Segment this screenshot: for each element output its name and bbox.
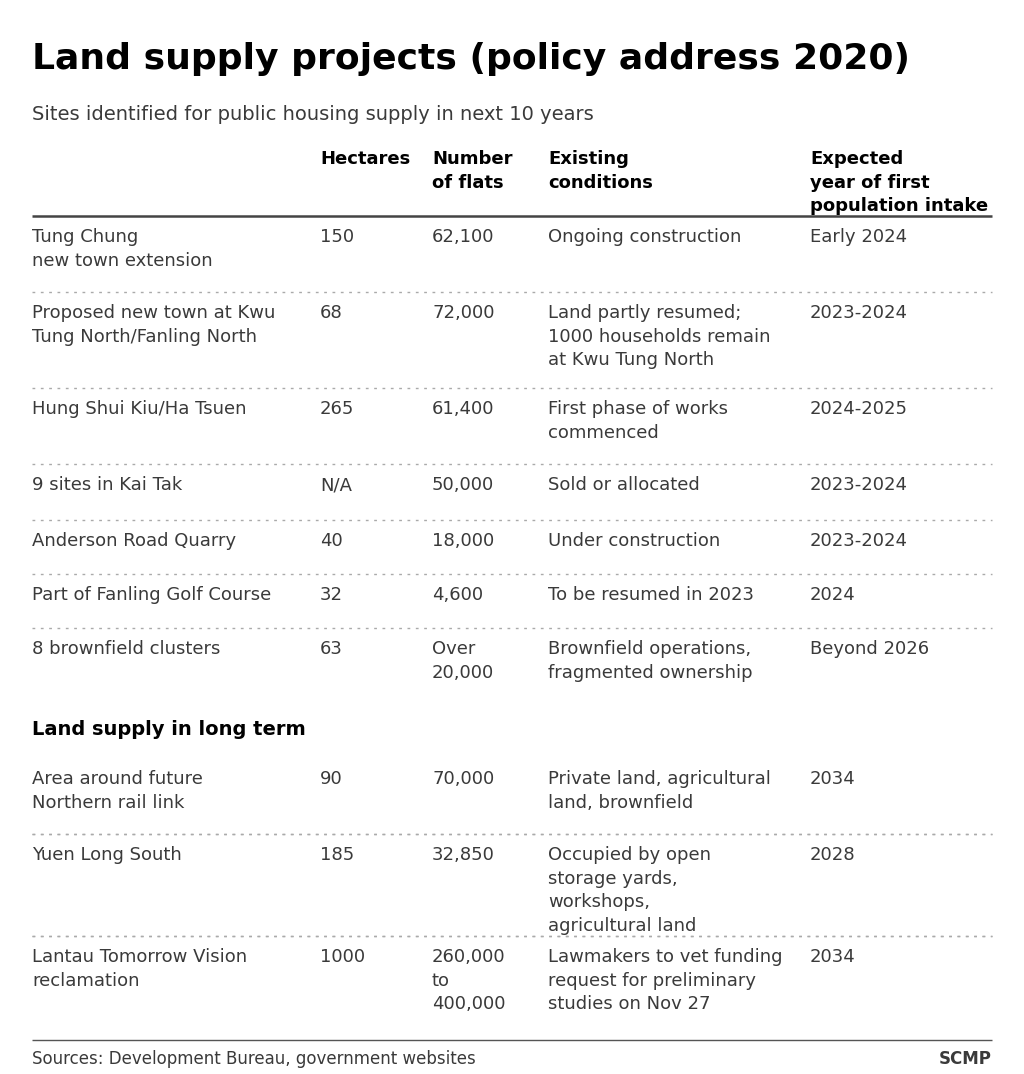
Text: 150: 150 [319, 228, 354, 246]
Text: Area around future
Northern rail link: Area around future Northern rail link [32, 770, 203, 812]
Text: 61,400: 61,400 [432, 400, 495, 418]
Text: 2024: 2024 [810, 586, 856, 604]
Text: 8 brownfield clusters: 8 brownfield clusters [32, 640, 220, 658]
Text: N/A: N/A [319, 476, 352, 494]
Text: 63: 63 [319, 640, 343, 658]
Text: 90: 90 [319, 770, 343, 788]
Text: 2023-2024: 2023-2024 [810, 476, 908, 494]
Text: 2028: 2028 [810, 846, 856, 863]
Text: Brownfield operations,
fragmented ownership: Brownfield operations, fragmented owners… [548, 640, 753, 682]
Text: 70,000: 70,000 [432, 770, 495, 788]
Text: Number
of flats: Number of flats [432, 150, 512, 191]
Text: 2023-2024: 2023-2024 [810, 532, 908, 550]
Text: Yuen Long South: Yuen Long South [32, 846, 181, 863]
Text: Under construction: Under construction [548, 532, 720, 550]
Text: Beyond 2026: Beyond 2026 [810, 640, 929, 658]
Text: 260,000
to
400,000: 260,000 to 400,000 [432, 948, 506, 1013]
Text: Land supply in long term: Land supply in long term [32, 720, 306, 739]
Text: Existing
conditions: Existing conditions [548, 150, 653, 191]
Text: 72,000: 72,000 [432, 304, 495, 322]
Text: Hung Shui Kiu/Ha Tsuen: Hung Shui Kiu/Ha Tsuen [32, 400, 247, 418]
Text: 18,000: 18,000 [432, 532, 495, 550]
Text: 2024-2025: 2024-2025 [810, 400, 908, 418]
Text: 9 sites in Kai Tak: 9 sites in Kai Tak [32, 476, 182, 494]
Text: Occupied by open
storage yards,
workshops,
agricultural land: Occupied by open storage yards, workshop… [548, 846, 711, 934]
Text: Private land, agricultural
land, brownfield: Private land, agricultural land, brownfi… [548, 770, 771, 812]
Text: Sources: Development Bureau, government websites: Sources: Development Bureau, government … [32, 1050, 476, 1068]
Text: Sold or allocated: Sold or allocated [548, 476, 699, 494]
Text: 32: 32 [319, 586, 343, 604]
Text: Early 2024: Early 2024 [810, 228, 907, 246]
Text: 265: 265 [319, 400, 354, 418]
Text: Ongoing construction: Ongoing construction [548, 228, 741, 246]
Text: SCMP: SCMP [939, 1050, 992, 1068]
Text: 68: 68 [319, 304, 343, 322]
Text: Land supply projects (policy address 2020): Land supply projects (policy address 202… [32, 42, 910, 76]
Text: First phase of works
commenced: First phase of works commenced [548, 400, 728, 441]
Text: Sites identified for public housing supply in next 10 years: Sites identified for public housing supp… [32, 105, 594, 124]
Text: 40: 40 [319, 532, 343, 550]
Text: Proposed new town at Kwu
Tung North/Fanling North: Proposed new town at Kwu Tung North/Fanl… [32, 304, 275, 346]
Text: 4,600: 4,600 [432, 586, 483, 604]
Text: Anderson Road Quarry: Anderson Road Quarry [32, 532, 237, 550]
Text: 1000: 1000 [319, 948, 366, 966]
Text: 2023-2024: 2023-2024 [810, 304, 908, 322]
Text: To be resumed in 2023: To be resumed in 2023 [548, 586, 754, 604]
Text: Lawmakers to vet funding
request for preliminary
studies on Nov 27: Lawmakers to vet funding request for pre… [548, 948, 782, 1013]
Text: 62,100: 62,100 [432, 228, 495, 246]
Text: Land partly resumed;
1000 households remain
at Kwu Tung North: Land partly resumed; 1000 households rem… [548, 304, 770, 369]
Text: 50,000: 50,000 [432, 476, 495, 494]
Text: 185: 185 [319, 846, 354, 863]
Text: 32,850: 32,850 [432, 846, 495, 863]
Text: Part of Fanling Golf Course: Part of Fanling Golf Course [32, 586, 271, 604]
Text: Expected
year of first
population intake: Expected year of first population intake [810, 150, 988, 215]
Text: 2034: 2034 [810, 770, 856, 788]
Text: Lantau Tomorrow Vision
reclamation: Lantau Tomorrow Vision reclamation [32, 948, 247, 989]
Text: Tung Chung
new town extension: Tung Chung new town extension [32, 228, 213, 270]
Text: 2034: 2034 [810, 948, 856, 966]
Text: Over
20,000: Over 20,000 [432, 640, 495, 682]
Text: Hectares: Hectares [319, 150, 411, 168]
